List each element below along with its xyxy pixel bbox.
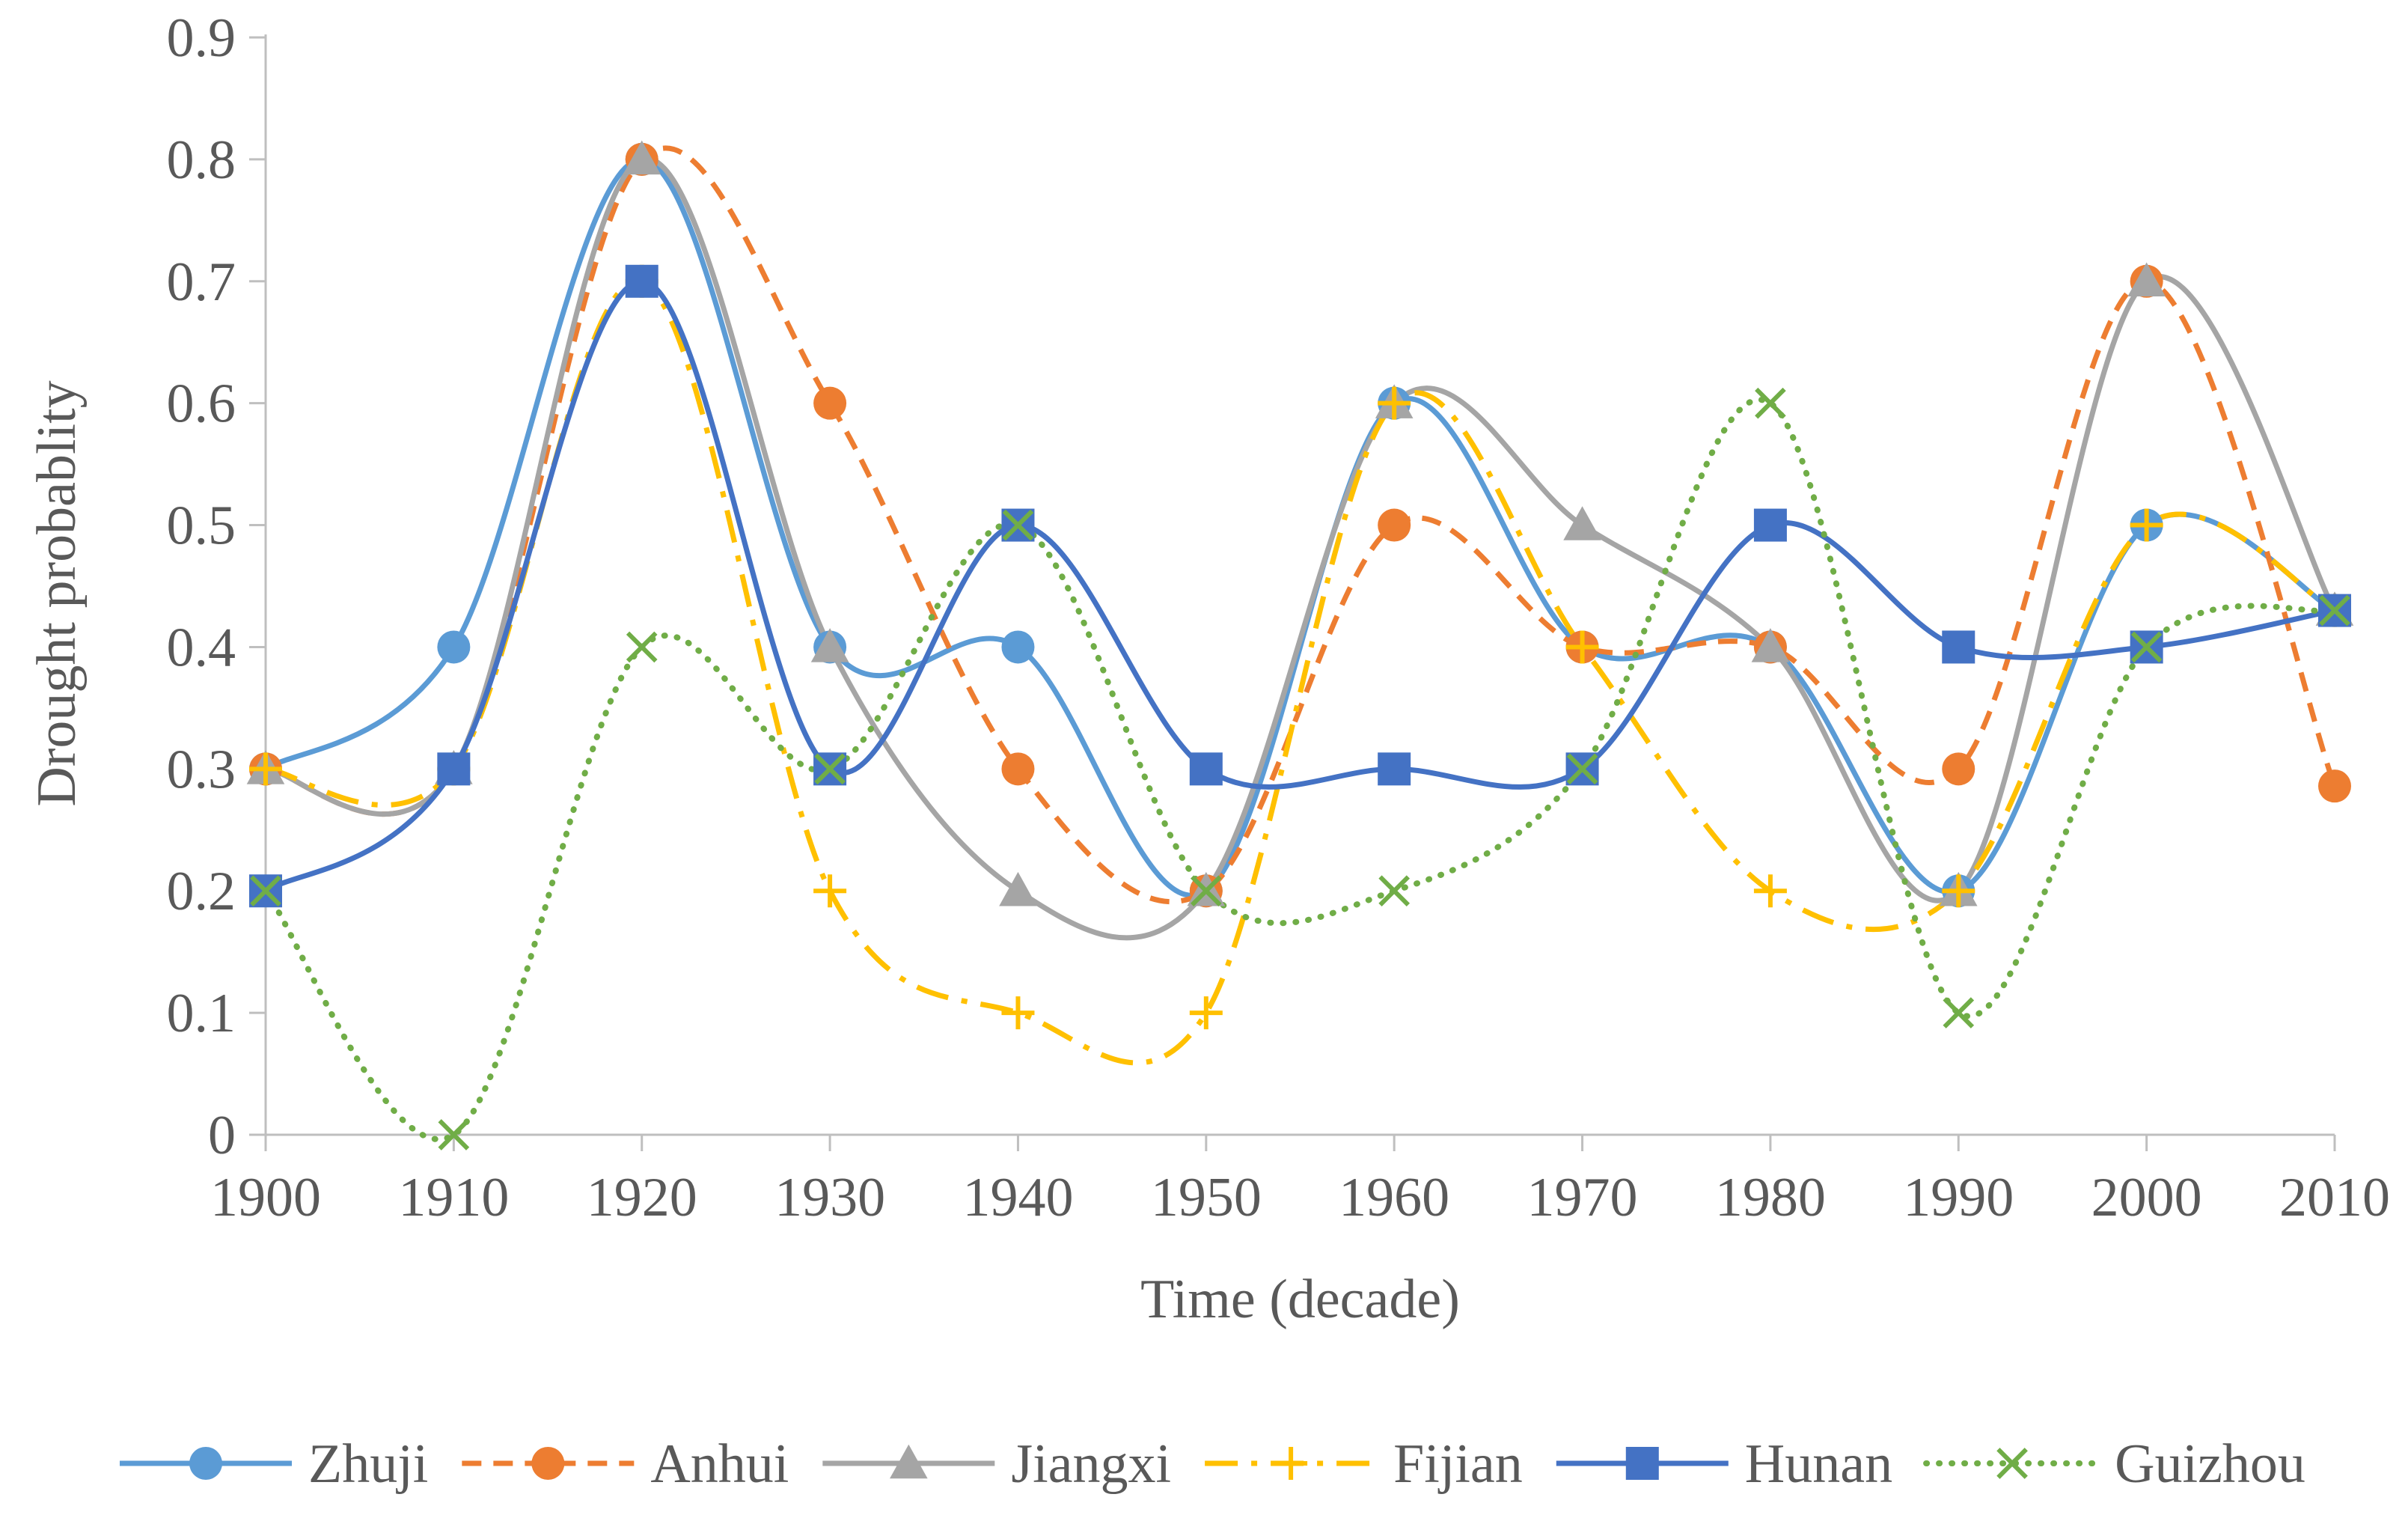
- x-axis-title: Time (decade): [1140, 1269, 1460, 1330]
- legend-marker-guizhou: [1996, 1448, 2028, 1479]
- point-guizhou-1970: [1566, 753, 1598, 785]
- y-tick-label: 0.7: [167, 252, 236, 313]
- legend-item-jiangxi: Jiangxi: [822, 1433, 1171, 1495]
- point-hunan-1960: [1378, 752, 1411, 786]
- legend-label-hunan: Hunan: [1745, 1433, 1892, 1495]
- point-jiangxi-1920: [623, 140, 661, 175]
- point-fijian-1980: [1753, 874, 1787, 908]
- legend-marker-jiangxi: [890, 1444, 928, 1479]
- point-anhui-1990: [1942, 752, 1975, 786]
- legend-label-guizhou: Guizhou: [2115, 1433, 2305, 1495]
- legend-label-fijian: Fijian: [1393, 1433, 1523, 1495]
- legend-item-guizhou: Guizhou: [1923, 1433, 2305, 1495]
- y-tick-label: 0.6: [167, 374, 236, 435]
- point-hunan-1920: [625, 264, 658, 298]
- point-anhui-1930: [813, 386, 847, 420]
- x-tick-label: 2010: [2279, 1167, 2390, 1228]
- point-fijian-1940: [1001, 996, 1035, 1030]
- point-anhui-1940: [1001, 752, 1035, 786]
- series-line-guizhou: [263, 397, 2338, 1142]
- series-lines: [263, 145, 2338, 1142]
- point-guizhou-1980: [1755, 387, 1786, 419]
- legend-label-zhuji: Zhuji: [308, 1433, 428, 1495]
- y-tick-label: 0.8: [167, 129, 236, 191]
- x-tick-label: 1920: [587, 1167, 697, 1228]
- legend-marker-hunan: [1625, 1447, 1659, 1480]
- y-tick-label: 0.2: [167, 861, 236, 922]
- point-jiangxi-1940: [999, 871, 1037, 906]
- point-guizhou-1920: [626, 631, 658, 663]
- axes: [249, 34, 2336, 1151]
- legend: Zhuji Anhui Jiangxi Fijian Hunan Guizhou: [120, 1433, 2305, 1495]
- x-tick-label: 1960: [1339, 1167, 1449, 1228]
- point-fijian-1900: [249, 752, 282, 786]
- x-tick-label: 1970: [1527, 1167, 1638, 1228]
- point-anhui-1960: [1378, 508, 1411, 542]
- x-tick-label: 1940: [962, 1167, 1073, 1228]
- y-tick-label: 0.9: [167, 7, 236, 69]
- point-hunan-1910: [437, 752, 471, 786]
- point-hunan-1980: [1753, 508, 1787, 542]
- point-fijian-1960: [1378, 386, 1411, 420]
- point-hunan-1990: [1942, 630, 1975, 664]
- legend-item-hunan: Hunan: [1556, 1433, 1892, 1495]
- y-tick-label: 0.4: [167, 617, 236, 678]
- point-guizhou-2010: [2319, 594, 2350, 627]
- point-guizhou-1940: [1002, 509, 1034, 541]
- x-tick-label: 1980: [1715, 1167, 1826, 1228]
- point-guizhou-1990: [1943, 997, 1975, 1028]
- y-tick-label: 0.1: [167, 983, 236, 1044]
- series-markers: [246, 140, 2354, 1150]
- series-line-hunan: [264, 278, 2335, 894]
- y-tick-label: 0.5: [167, 496, 236, 557]
- legend-label-jiangxi: Jiangxi: [1011, 1433, 1171, 1495]
- point-guizhou-2000: [2130, 631, 2163, 663]
- tick-labels: 0 0.1 0.2 0.3 0.4 0.5 0.6 0.7 0.8 0.9 1900 1910 1920…: [167, 7, 2391, 1228]
- x-tick-label: 1910: [398, 1167, 509, 1228]
- point-fijian-2000: [2130, 508, 2163, 542]
- legend-label-anhui: Anhui: [650, 1433, 789, 1495]
- x-tick-label: 2000: [2091, 1167, 2202, 1228]
- point-jiangxi-1930: [810, 628, 849, 662]
- point-guizhou-1960: [1378, 875, 1411, 907]
- point-jiangxi-2000: [2127, 262, 2166, 297]
- x-tick-label: 1950: [1151, 1167, 1262, 1228]
- y-tick-label: 0.3: [167, 739, 236, 800]
- point-hunan-1950: [1189, 752, 1223, 786]
- x-tick-label: 1900: [210, 1167, 321, 1228]
- legend-marker-fijian: [1274, 1447, 1308, 1480]
- legend-item-fijian: Fijian: [1205, 1433, 1523, 1495]
- point-fijian-1990: [1942, 874, 1975, 908]
- point-jiangxi-1980: [1751, 628, 1790, 662]
- point-jiangxi-1970: [1563, 506, 1601, 540]
- y-tick-label: 0: [208, 1105, 236, 1166]
- point-zhuji-1910: [437, 630, 471, 664]
- x-tick-label: 1990: [1903, 1167, 2014, 1228]
- point-anhui-2010: [2318, 769, 2351, 803]
- point-guizhou-1930: [814, 753, 846, 785]
- point-guizhou-1950: [1190, 875, 1222, 907]
- point-fijian-1930: [813, 874, 847, 908]
- point-guizhou-1910: [438, 1119, 470, 1150]
- point-guizhou-1900: [250, 875, 281, 907]
- legend-marker-anhui: [531, 1447, 565, 1480]
- point-fijian-1970: [1565, 630, 1599, 664]
- series-line-jiangxi: [265, 156, 2338, 941]
- legend-item-zhuji: Zhuji: [120, 1433, 428, 1495]
- legend-marker-zhuji: [189, 1447, 222, 1480]
- y-axis-title: Drought probablity: [26, 380, 88, 806]
- legend-item-anhui: Anhui: [462, 1433, 789, 1495]
- point-zhuji-1940: [1001, 630, 1035, 664]
- point-fijian-1950: [1189, 996, 1223, 1030]
- x-tick-label: 1930: [774, 1167, 885, 1228]
